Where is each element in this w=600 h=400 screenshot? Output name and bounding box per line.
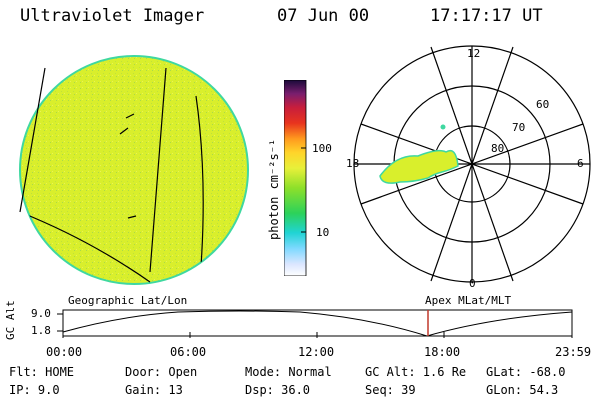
map-label-apex: Apex MLat/MLT (425, 294, 512, 307)
mlt-label-18: 18 (346, 157, 360, 170)
status-dsp: Dsp: 36.0 (245, 383, 311, 397)
orbit-altitude-plot (57, 309, 573, 338)
colorbar (284, 80, 307, 276)
coastline (20, 211, 151, 283)
status-gain: Gain: 13 (125, 383, 183, 397)
colorbar-tick-10: 10 (316, 226, 330, 239)
orbit-xtick-1200: 12:00 (298, 345, 335, 359)
instrument-title: Ultraviolet Imager (20, 6, 205, 26)
mlt-label-6: 6 (577, 157, 584, 170)
lat-label-60: 60 (536, 98, 550, 111)
lat-label-80: 80 (491, 142, 505, 155)
lat-label-70: 70 (512, 121, 526, 134)
orbit-xtick-0600: 06:00 (170, 345, 207, 359)
altitude-curve (62, 310, 573, 337)
coastline (119, 113, 135, 135)
date-label: 07 Jun 00 (277, 6, 370, 26)
orbit-xtick-1800: 18:00 (424, 345, 461, 359)
status-mode: Mode: Normal (245, 365, 332, 379)
orbit-xtick-0000: 00:00 (46, 345, 83, 359)
orbit-ytick-high: 9.0 (31, 307, 51, 320)
colorbar-unit-label: photon cm⁻²s⁻¹ (267, 138, 281, 240)
orbit-ylabel: GC Alt (4, 300, 17, 340)
auroral-oval (379, 149, 459, 184)
status-ip: IP: 9.0 (9, 383, 60, 397)
status-flt: Flt: HOME (9, 365, 75, 379)
orbit-xtick-2359: 23:59 (555, 345, 592, 359)
status-seq: Seq: 39 (365, 383, 416, 397)
mlt-label-12: 12 (467, 47, 481, 60)
aurora-spot (440, 124, 446, 130)
coastline (19, 67, 46, 213)
coastline (149, 67, 167, 273)
map-label-geographic: Geographic Lat/Lon (68, 294, 188, 307)
status-glon: GLon: 54.3 (486, 383, 559, 397)
time-label: 17:17:17 UT (430, 6, 543, 26)
coastline (127, 215, 137, 219)
colorbar-tick-100: 100 (312, 142, 332, 155)
status-glat: GLat: -68.0 (486, 365, 566, 379)
mlt-label-0: 0 (469, 277, 476, 290)
polar-plot (353, 45, 591, 283)
orbit-ytick-low: 1.8 (31, 324, 51, 337)
coastline (195, 95, 204, 281)
earth-disk (19, 55, 249, 285)
status-gc-alt: GC Alt: 1.6 Re (365, 365, 467, 379)
status-door: Door: Open (125, 365, 198, 379)
